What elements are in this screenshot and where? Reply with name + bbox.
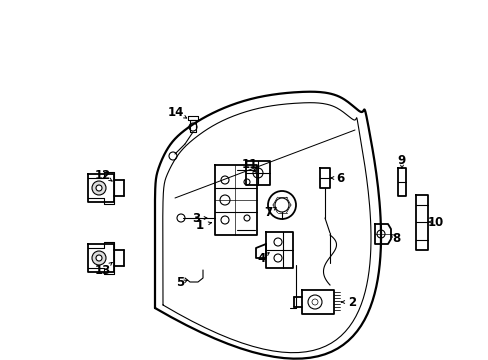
- Polygon shape: [319, 168, 329, 188]
- Circle shape: [267, 191, 295, 219]
- Text: 14: 14: [167, 105, 184, 118]
- Polygon shape: [215, 165, 257, 235]
- Polygon shape: [245, 161, 269, 185]
- Text: 4: 4: [257, 252, 265, 265]
- Text: 3: 3: [192, 212, 200, 225]
- Text: 11: 11: [242, 158, 258, 171]
- Text: 1: 1: [196, 219, 203, 231]
- Polygon shape: [265, 232, 292, 268]
- Polygon shape: [190, 120, 196, 132]
- Polygon shape: [415, 195, 427, 250]
- Text: 8: 8: [391, 231, 399, 244]
- Polygon shape: [187, 116, 198, 120]
- Polygon shape: [256, 244, 265, 258]
- Text: 5: 5: [176, 276, 184, 289]
- Text: 2: 2: [347, 296, 355, 309]
- Text: 12: 12: [95, 168, 111, 181]
- Circle shape: [96, 185, 102, 191]
- Circle shape: [96, 255, 102, 261]
- Circle shape: [92, 181, 106, 195]
- Text: 13: 13: [95, 264, 111, 276]
- Text: 7: 7: [264, 206, 271, 219]
- Text: 9: 9: [397, 153, 406, 166]
- Polygon shape: [88, 244, 114, 272]
- Polygon shape: [88, 174, 114, 202]
- Polygon shape: [374, 224, 390, 244]
- Polygon shape: [302, 290, 333, 314]
- Polygon shape: [397, 168, 405, 196]
- Text: 10: 10: [427, 216, 443, 229]
- Text: 6: 6: [335, 171, 344, 185]
- Circle shape: [92, 251, 106, 265]
